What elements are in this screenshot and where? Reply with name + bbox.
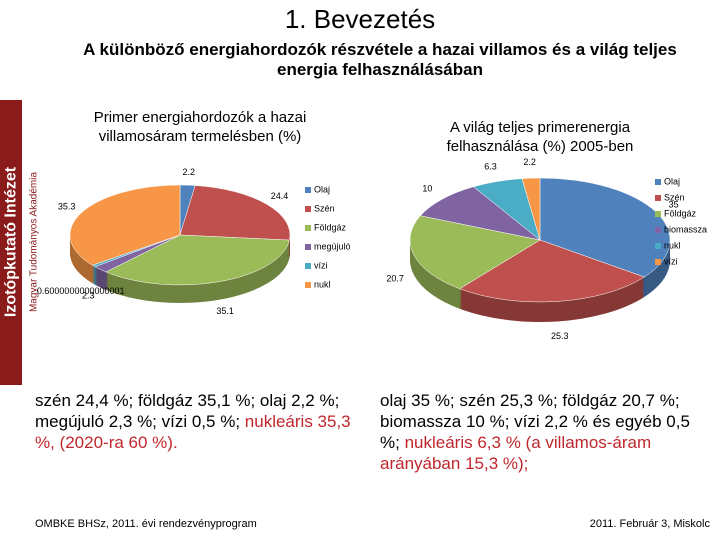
data-label: 2.2 [182,167,195,177]
data-label: 0.6000000000000001 [37,286,125,296]
legend-swatch [305,225,311,231]
pie-slice [69,184,181,266]
footer-left: OMBKE BHSz, 2011. évi rendezvényprogram [35,518,257,530]
data-label: 35 [669,200,679,210]
legend-swatch [305,244,311,250]
note-text: szén 24,4 %; földgáz 35,1 %; olaj 2,2 %;… [35,391,340,431]
legend-label: Szén [664,192,685,202]
legend-label: Földgáz [664,208,697,218]
legend-swatch [655,243,661,249]
pie-slice [409,215,541,290]
legend-label: nukl [314,279,331,289]
legend-label: biomassza [664,224,707,234]
data-label: 20.7 [386,274,404,284]
pie-slice [459,239,645,303]
sidebar-band [0,100,22,385]
pie-slice [179,185,291,241]
note-left: szén 24,4 %; földgáz 35,1 %; olaj 2,2 %;… [35,390,355,453]
pie-slice [521,177,541,241]
legend-swatch [655,179,661,185]
slide-subtitle: A különböző energiahordozók részvétele a… [83,40,677,79]
legend-label: Olaj [314,184,330,194]
legend-swatch [655,259,661,265]
legend-label: vízi [314,260,328,270]
data-label: 24.4 [271,191,289,201]
data-label: 25.3 [551,331,569,341]
legend-swatch [655,211,661,217]
legend-label: vízi [664,256,678,266]
data-label: 6.3 [484,161,497,171]
data-label: 10 [422,183,432,193]
chart-title: Primer energiahordozók a hazai villamosá… [93,109,307,145]
note-text: olaj 35 %; szén 25,3 %; földgáz 20,7 %; … [380,391,690,452]
legend-swatch [305,187,311,193]
data-label: 2.3 [82,290,95,300]
footer-right: 2011. Február 3, Miskolc [589,518,710,530]
note-highlight: nukleáris 35,3 %, (2020-ra 60 %). [35,412,351,452]
legend-label: nukl [664,240,681,250]
legend-label: Földgáz [314,222,347,232]
note-highlight: nukleáris 6,3 % (a villamos-áram arányáb… [380,433,652,473]
legend-swatch [305,282,311,288]
legend-label: Szén [314,203,335,213]
legend-swatch [305,263,311,269]
legend-swatch [305,206,311,212]
pie-slice [419,186,541,241]
legend-swatch [655,195,661,201]
pie-slice [105,234,290,286]
legend-swatch [655,227,661,233]
legend-label: Olaj [664,176,680,186]
chart-title: A világ teljes primerenergia felhasználá… [446,119,634,155]
note-right: olaj 35 %; szén 25,3 %; földgáz 20,7 %; … [380,390,710,474]
legend-label: megújuló [314,241,351,251]
data-label: 35.3 [58,202,76,212]
data-label: 2.2 [523,157,536,167]
data-label: 35.1 [216,306,234,316]
slide-title: 1. Bevezetés [284,4,436,34]
